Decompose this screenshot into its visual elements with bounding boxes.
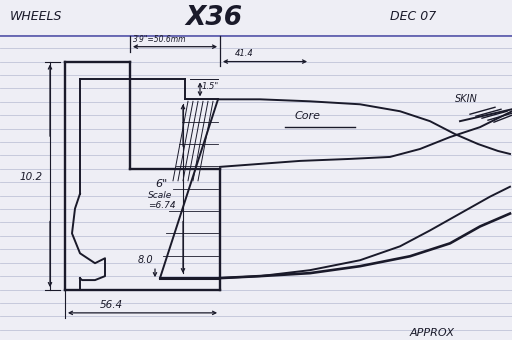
Text: APPROX: APPROX — [410, 328, 455, 338]
Text: WHEELS: WHEELS — [10, 10, 62, 23]
Text: Core: Core — [295, 111, 321, 121]
Text: 1.5": 1.5" — [202, 82, 219, 91]
Text: SKIN: SKIN — [455, 94, 478, 104]
Text: 56.4: 56.4 — [100, 300, 123, 310]
Text: 8.0: 8.0 — [138, 255, 154, 265]
Text: X36: X36 — [185, 5, 242, 31]
Text: 3'9"=50.6mm: 3'9"=50.6mm — [133, 35, 186, 44]
Text: Scale: Scale — [148, 191, 172, 200]
Text: =6.74: =6.74 — [148, 201, 176, 210]
Text: 41.4: 41.4 — [235, 49, 254, 57]
Text: 10.2: 10.2 — [20, 172, 43, 182]
Text: DEC 07: DEC 07 — [390, 10, 436, 23]
Text: 6": 6" — [155, 179, 167, 189]
